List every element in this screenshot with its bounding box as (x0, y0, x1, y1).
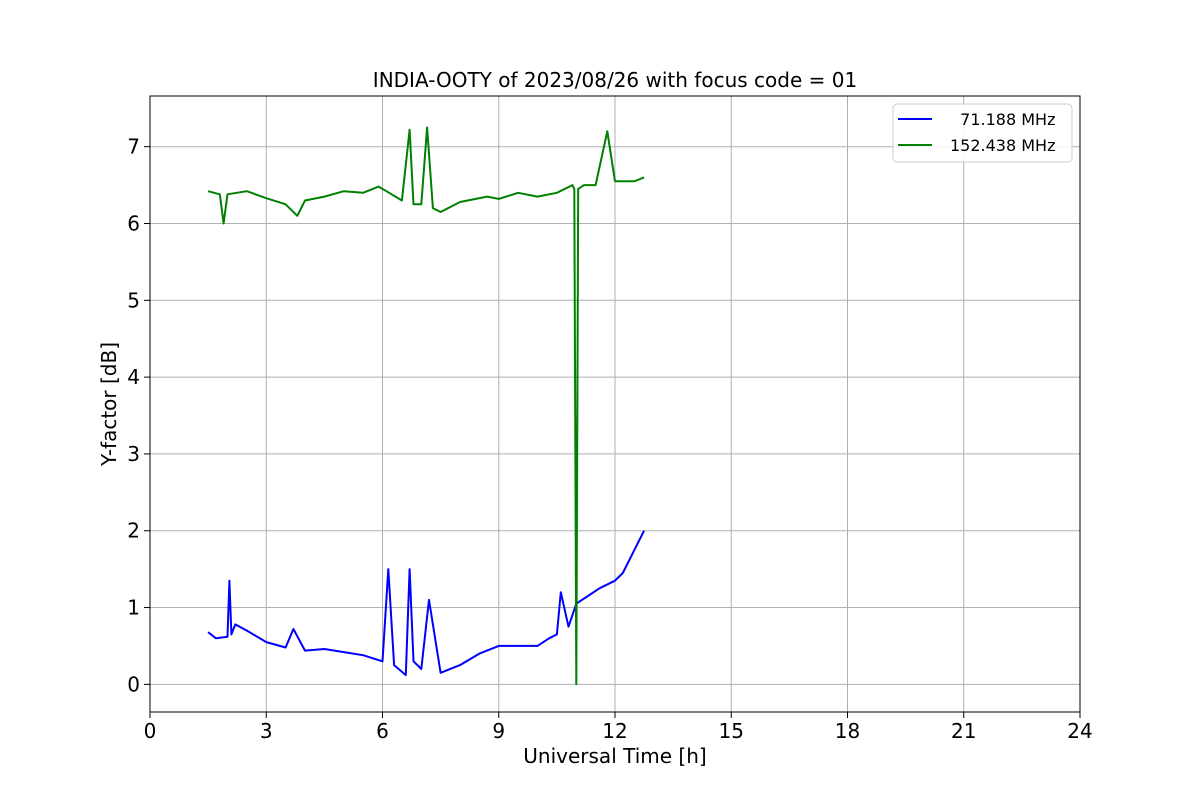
series-line-152mhz (207, 126, 645, 686)
y-tick-label: 2 (127, 519, 140, 543)
legend-label-152mhz: 152.438 MHz (950, 136, 1055, 155)
x-axis-label: Universal Time [h] (523, 744, 706, 768)
legend-label-71mhz: 71.188 MHz (950, 110, 1055, 129)
legend-box (892, 103, 1073, 163)
y-tick-label: 3 (127, 442, 140, 466)
y-tick-label: 6 (127, 212, 140, 236)
x-tick-label: 15 (719, 719, 744, 743)
x-tick-label: 0 (144, 719, 157, 743)
y-tick-label: 7 (127, 135, 140, 159)
legend: 71.188 MHz 152.438 MHz (892, 103, 1073, 163)
x-tick-label: 24 (1067, 719, 1092, 743)
x-tick-label: 12 (602, 719, 627, 743)
y-tick-label: 5 (127, 288, 140, 312)
y-tick-label: 1 (127, 596, 140, 620)
x-tick-label: 18 (835, 719, 860, 743)
x-tick-label: 9 (492, 719, 505, 743)
x-tick-label: 6 (376, 719, 389, 743)
x-tick-label: 3 (260, 719, 273, 743)
y-tick-label: 0 (127, 672, 140, 696)
y-tick-label: 4 (127, 365, 140, 389)
chart-title: INDIA-OOTY of 2023/08/26 with focus code… (373, 68, 857, 92)
series-line-71mhz (207, 530, 645, 677)
x-tick-label: 21 (951, 719, 976, 743)
series-layer (207, 126, 645, 686)
y-axis-label: Y-factor [dB] (97, 342, 121, 467)
